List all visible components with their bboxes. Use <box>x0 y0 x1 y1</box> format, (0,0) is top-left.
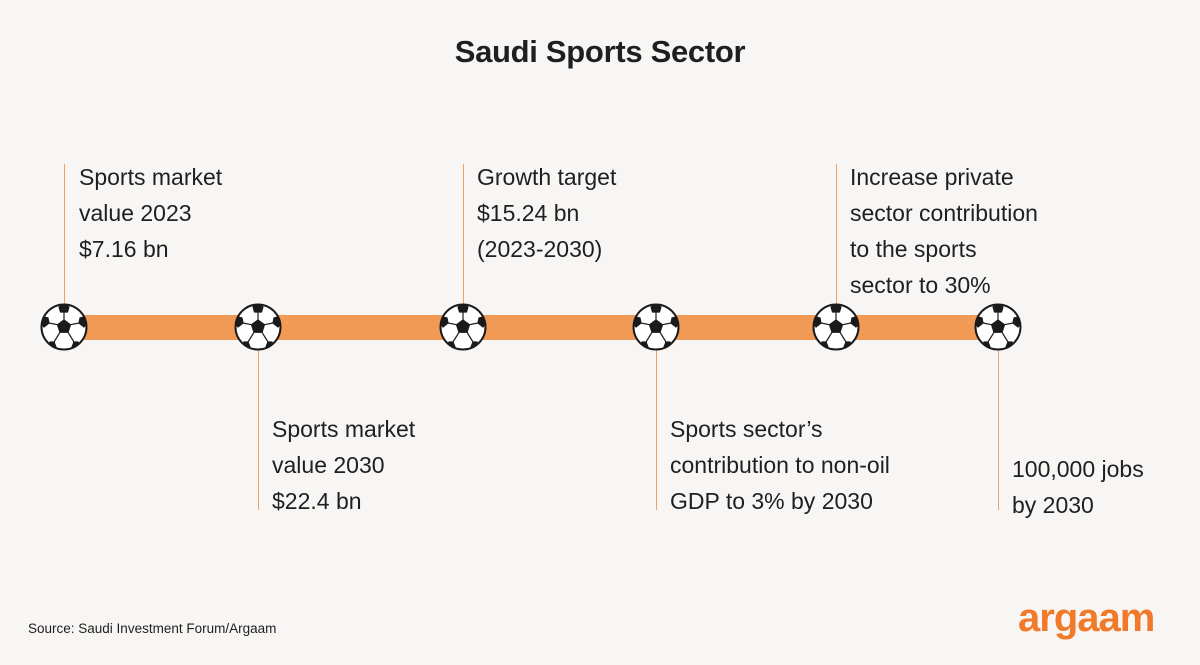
milestone-label: Sports market value 2023 $7.16 bn <box>79 164 223 262</box>
connector-line <box>463 164 464 306</box>
soccer-ball-icon <box>234 303 282 351</box>
soccer-ball-icon <box>812 303 860 351</box>
page-title: Saudi Sports Sector <box>454 34 746 69</box>
soccer-ball-icon <box>974 303 1022 351</box>
connector-line <box>836 164 837 306</box>
connector-line <box>998 350 999 510</box>
soccer-ball-icon <box>632 303 680 351</box>
argaam-logo[interactable]: argaam <box>1018 596 1155 640</box>
connector-line <box>64 164 65 306</box>
connector-line <box>656 350 657 510</box>
soccer-ball-icon <box>439 303 487 351</box>
connector-line <box>258 350 259 510</box>
milestone-label: Sports sector’s contribution to non-oil … <box>670 416 890 514</box>
milestone-label: Increase private sector contribution to … <box>850 164 1038 298</box>
soccer-ball-icon <box>40 303 88 351</box>
milestone-label: 100,000 jobs by 2030 <box>1012 456 1144 518</box>
milestone-label: Sports market value 2030 $22.4 bn <box>272 416 416 514</box>
milestone-label: Growth target $15.24 bn (2023-2030) <box>477 164 617 262</box>
source-note: Source: Saudi Investment Forum/Argaam <box>28 621 277 636</box>
